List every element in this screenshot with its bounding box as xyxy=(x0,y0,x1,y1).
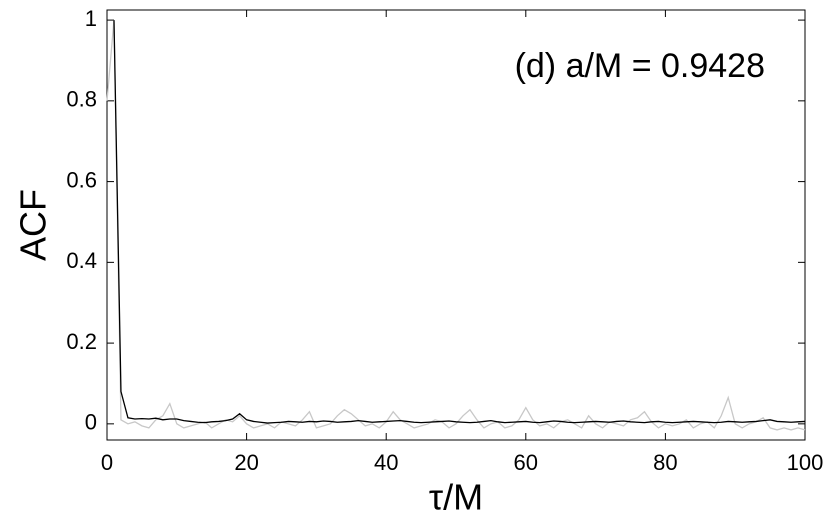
y-tick-label: 0 xyxy=(85,410,97,435)
y-tick-label: 0.4 xyxy=(66,248,97,273)
y-tick-label: 0.8 xyxy=(66,87,97,112)
x-tick-label: 60 xyxy=(514,450,538,475)
y-tick-label: 1 xyxy=(85,6,97,31)
x-tick-label: 100 xyxy=(787,450,824,475)
y-tick-label: 0.6 xyxy=(66,167,97,192)
annotation: (d) a/M = 0.9428 xyxy=(515,47,765,85)
x-tick-label: 40 xyxy=(374,450,398,475)
x-tick-label: 20 xyxy=(234,450,258,475)
x-tick-label: 0 xyxy=(101,450,113,475)
x-tick-label: 80 xyxy=(653,450,677,475)
x-axis-label: τ/M xyxy=(429,477,483,518)
y-axis-label: ACF xyxy=(13,189,54,261)
y-tick-label: 0.2 xyxy=(66,329,97,354)
series-line xyxy=(113,20,806,424)
plot-frame xyxy=(106,9,806,441)
